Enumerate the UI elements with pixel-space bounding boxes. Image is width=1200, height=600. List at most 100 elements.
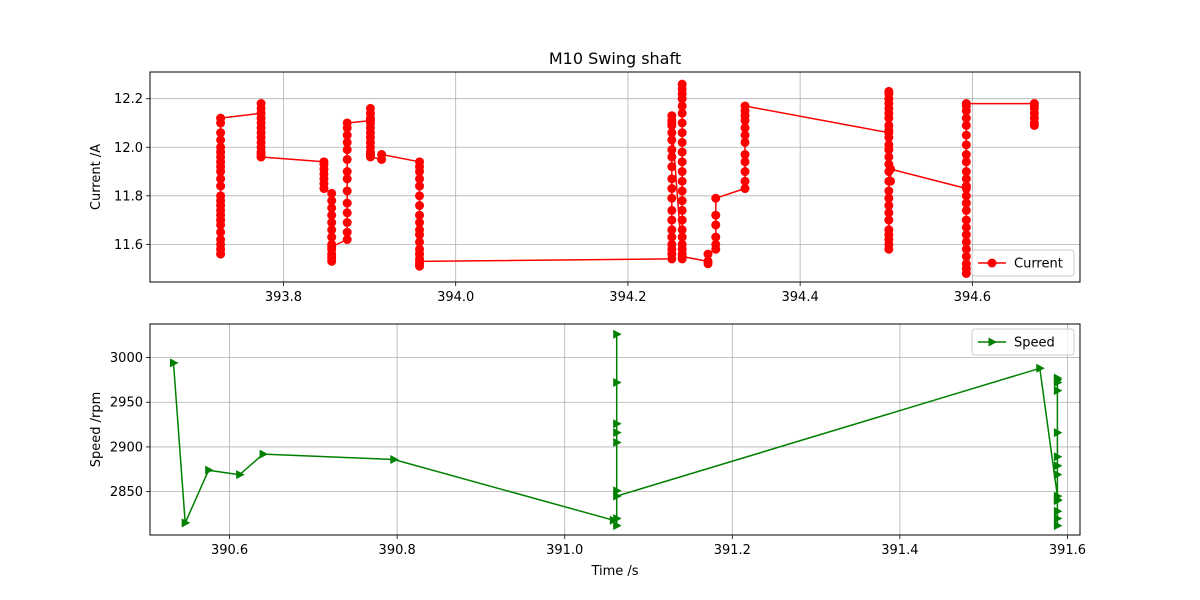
speed-xtick-label: 391.0 (546, 543, 583, 558)
current-data-point (216, 113, 226, 123)
current-data-point (377, 150, 387, 160)
current-data-point (327, 218, 337, 228)
current-data-point (216, 174, 226, 184)
speed-data-point (613, 491, 622, 501)
current-data-point (327, 256, 337, 266)
current-xtick-label: 394.4 (782, 290, 819, 305)
current-data-point (961, 174, 971, 184)
current-data-point (961, 198, 971, 208)
current-data-point (327, 242, 337, 252)
speed-data-point (613, 428, 622, 438)
current-data-point (677, 108, 687, 118)
current-data-point (961, 230, 971, 240)
speed-data-point (1053, 513, 1063, 523)
speed-xtick-label: 391.6 (1049, 543, 1086, 558)
speed-ticks: 390.6 390.8 391.0 391.2 391.4 391.6 2850 2900 29… (110, 351, 1086, 558)
current-data-point (667, 193, 677, 203)
current-data-point (677, 128, 687, 138)
current-legend-label: Current (1014, 257, 1063, 272)
current-data-point (884, 133, 894, 143)
speed-axes-frame (149, 323, 1081, 536)
current-data-point (961, 150, 971, 160)
current-data-point (342, 186, 352, 196)
current-data-point (961, 99, 971, 109)
current-axes-frame (149, 71, 1081, 283)
current-data-point (216, 235, 226, 245)
current-data-point (667, 128, 677, 138)
current-data-point (216, 181, 226, 191)
current-data-point (667, 135, 677, 145)
current-data-point (884, 201, 894, 211)
current-data-point (415, 191, 425, 201)
speed-legend-label: Speed (1014, 336, 1055, 351)
current-data-point (256, 152, 266, 162)
current-plot: 393.8 394.0 394.2 394.4 394.6 11.6 11.8 12.0 12.… (89, 71, 1081, 305)
current-data-point (740, 157, 750, 167)
current-data-point (884, 193, 894, 203)
current-data-point (667, 111, 677, 121)
speed-ytick-label: 2950 (110, 396, 143, 411)
current-data-point (667, 232, 677, 242)
current-data-point (667, 145, 677, 155)
current-data-point (961, 140, 971, 150)
current-data-point (342, 208, 352, 218)
current-data-point (327, 188, 337, 198)
current-data-point (327, 225, 337, 235)
current-data-point (415, 218, 425, 228)
current-data-point (677, 118, 687, 128)
speed-data-point (613, 521, 622, 531)
current-data-point (327, 232, 337, 242)
current-data-point (415, 167, 425, 177)
speed-data-point (613, 329, 622, 339)
current-data-point (961, 215, 971, 225)
speed-data-point (1053, 506, 1063, 516)
current-data-point (327, 196, 337, 206)
current-data-point (740, 184, 750, 194)
current-data-point (961, 237, 971, 247)
current-data-point (884, 152, 894, 162)
current-data-point (884, 86, 894, 96)
current-data-point (677, 215, 687, 225)
speed-series (169, 329, 1063, 531)
current-ticks: 393.8 394.0 394.2 394.4 394.6 11.6 11.8 12.0 12.… (114, 92, 991, 305)
current-data-point (961, 205, 971, 215)
speed-data-point (390, 454, 399, 464)
current-data-point (884, 208, 894, 218)
speed-data-point (181, 518, 191, 528)
current-data-point (216, 227, 226, 237)
current-data-point (740, 123, 750, 133)
current-data-point (415, 210, 425, 220)
current-data-point (677, 186, 687, 196)
current-data-point (711, 232, 721, 242)
current-data-point (884, 186, 894, 196)
current-data-point (961, 113, 971, 123)
speed-data-point (613, 437, 622, 447)
current-data-point (961, 191, 971, 201)
current-ytick-label: 12.0 (114, 141, 143, 156)
speed-xtick-label: 391.2 (714, 543, 751, 558)
current-data-point (327, 203, 337, 213)
speed-xtick-label: 390.6 (211, 543, 248, 558)
current-data-point (216, 135, 226, 145)
speed-grid (150, 324, 1080, 535)
current-data-point (961, 120, 971, 130)
current-data-point (342, 174, 352, 184)
current-data-point (342, 227, 352, 237)
current-data-point (342, 130, 352, 140)
current-data-point (415, 201, 425, 211)
current-legend: Current (971, 249, 1075, 277)
current-legend-box (971, 249, 1075, 277)
speed-xtick-label: 390.8 (379, 543, 416, 558)
current-data-point (961, 222, 971, 232)
current-data-point (677, 157, 687, 167)
current-data-point (711, 220, 721, 230)
speed-xlabel: Time /s (590, 564, 638, 579)
current-data-point (703, 249, 713, 259)
current-data-point (884, 225, 894, 235)
current-data-point (342, 118, 352, 128)
current-data-point (342, 198, 352, 208)
current-ytick-label: 12.2 (114, 92, 143, 107)
current-data-point (884, 120, 894, 130)
current-data-point (327, 210, 337, 220)
